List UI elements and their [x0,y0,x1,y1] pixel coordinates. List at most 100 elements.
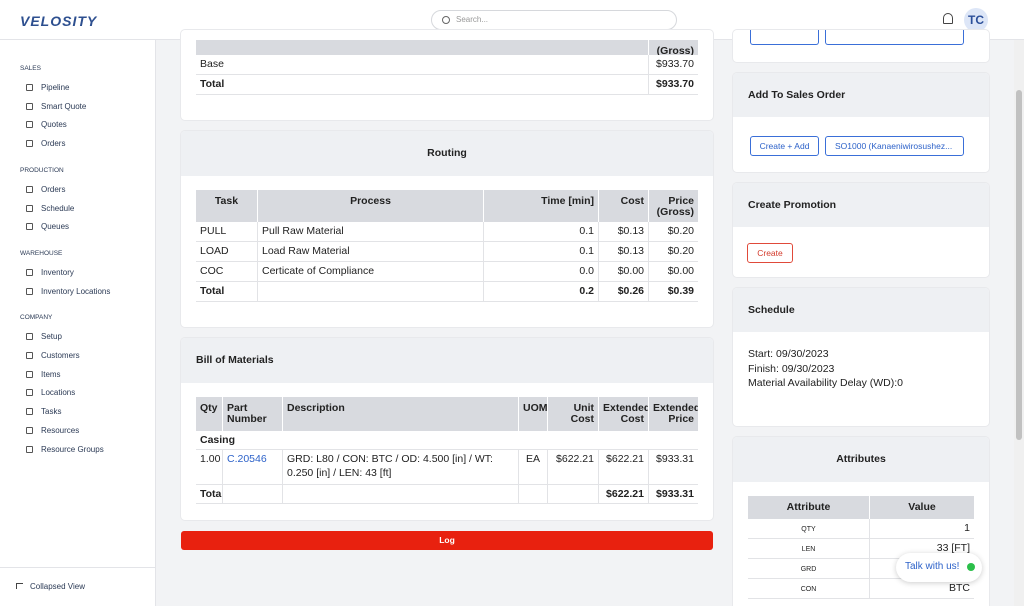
header-cell: Time [min] [483,190,598,222]
header-cell: Unit Cost [547,397,598,431]
search-box[interactable]: Search... [431,10,677,30]
collapse-toggle[interactable]: Collapsed View [30,582,85,591]
nav-icon [26,121,33,129]
table-cell [222,485,282,504]
table-row [196,55,698,75]
section-title: PRODUCTION [20,166,64,174]
table-row [196,431,698,450]
table-cell: LOAD [200,245,229,257]
table-cell: COC [200,265,224,277]
search-icon [442,16,450,24]
group-row: Casing [200,434,236,446]
nav-item[interactable]: Locations [41,388,76,398]
nav-item[interactable]: Setup [41,332,62,342]
nav-item[interactable]: Orders [41,184,66,194]
top-card [733,30,989,62]
create-add-button[interactable]: Create + Add [750,136,819,156]
table-cell: Pull Raw Material [257,222,483,242]
table-row [748,559,974,579]
nav-icon [26,408,33,416]
table-cell: 1.00 [200,453,221,465]
header-cell: Cost [598,190,648,222]
scroll-thumb [1016,90,1022,440]
btn-fragment [825,30,964,45]
header-cell: Value [869,496,974,519]
nav-item[interactable]: Tasks [41,407,62,417]
table-cell: CON [800,586,817,593]
nav-item[interactable]: Smart Quote [41,101,87,111]
header-cell: Part Number [222,397,282,431]
section-title: SALES [20,65,41,72]
table-cell: LEN [801,546,816,553]
table-cell: BTC [869,579,974,599]
bom-title: Bill of Materials [196,354,274,366]
table-cell: $933.70 [648,55,698,75]
chat-widget[interactable]: Talk with us! [896,553,982,582]
nav-item[interactable]: Resources [41,425,80,435]
table-cell: $0.13 [598,242,648,262]
avatar[interactable]: TC [964,8,988,32]
part-link[interactable]: C.20546 [222,450,282,485]
bell-icon[interactable] [943,13,953,24]
header-cell: Attribute [786,501,831,513]
nav-item[interactable]: Pipeline [41,83,70,92]
header-cell: Task [214,195,239,207]
table-cell: $0.26 [598,282,648,302]
collapse-icon [16,583,23,589]
table-cell: Total [200,78,225,90]
header-cell: Extended Price [648,397,698,431]
nav-icon [26,333,33,341]
table-cell: PULL [200,225,227,237]
nav-item[interactable]: Items [41,369,61,379]
bom-head [181,338,713,383]
sidebar [0,40,156,606]
table-cell: $0.20 [648,242,698,262]
nav-icon [26,287,33,295]
table-cell: Base [200,58,224,70]
routing-head [181,131,713,176]
table-cell: 1 [869,519,974,539]
table-header [196,190,698,222]
card-head [733,73,989,117]
nav-icon [26,445,33,453]
table-cell: Certicate of Compliance [257,262,483,282]
nav-item[interactable]: Customers [41,351,80,360]
schedule-line: Finish: 09/30/2023 [748,362,835,375]
table-cell: 33 [FT] [869,539,974,559]
attributes-title: Attributes [836,453,886,465]
table-cell [282,485,518,504]
table-cell: $933.70 [648,75,698,95]
table-row [196,450,698,485]
table-cell [869,559,974,579]
table-cell [547,485,598,504]
nav-item[interactable]: Queues [41,222,70,232]
header-cell: Description [282,397,518,431]
nav-item[interactable]: Schedule [41,203,75,213]
online-dot [967,563,975,571]
table-row [748,519,974,539]
table-cell: 0.1 [483,242,598,262]
table-header [196,40,698,55]
nav-item[interactable]: Quotes [41,120,67,130]
nav-icon [26,84,33,91]
nav-item[interactable]: Orders [41,139,66,149]
nav-item[interactable]: Inventory [41,267,74,277]
search-placeholder: Search... [456,15,489,24]
nav-item[interactable]: Inventory Locations [41,286,111,296]
schedule-title: Schedule [748,304,795,316]
nav-icon [26,223,33,231]
promo-create-button[interactable]: Create [747,243,793,263]
table-cell: $0.20 [648,222,698,242]
card-head [733,288,989,332]
nav-icon [26,268,33,276]
logo: VELOSITY [20,13,98,29]
sales-order-select[interactable]: SO1000 (Kanaeniwirosushez... [825,136,964,156]
header-cell: Qty [200,402,218,414]
btn-fragment [750,30,819,45]
card-head [733,437,989,482]
nav-item[interactable]: Resource Groups [41,444,104,454]
log-button[interactable]: Log [181,531,713,550]
table-row [748,539,974,559]
table-cell: GRD: L80 / CON: BTC / OD: 4.500 [in] / W… [282,450,518,485]
